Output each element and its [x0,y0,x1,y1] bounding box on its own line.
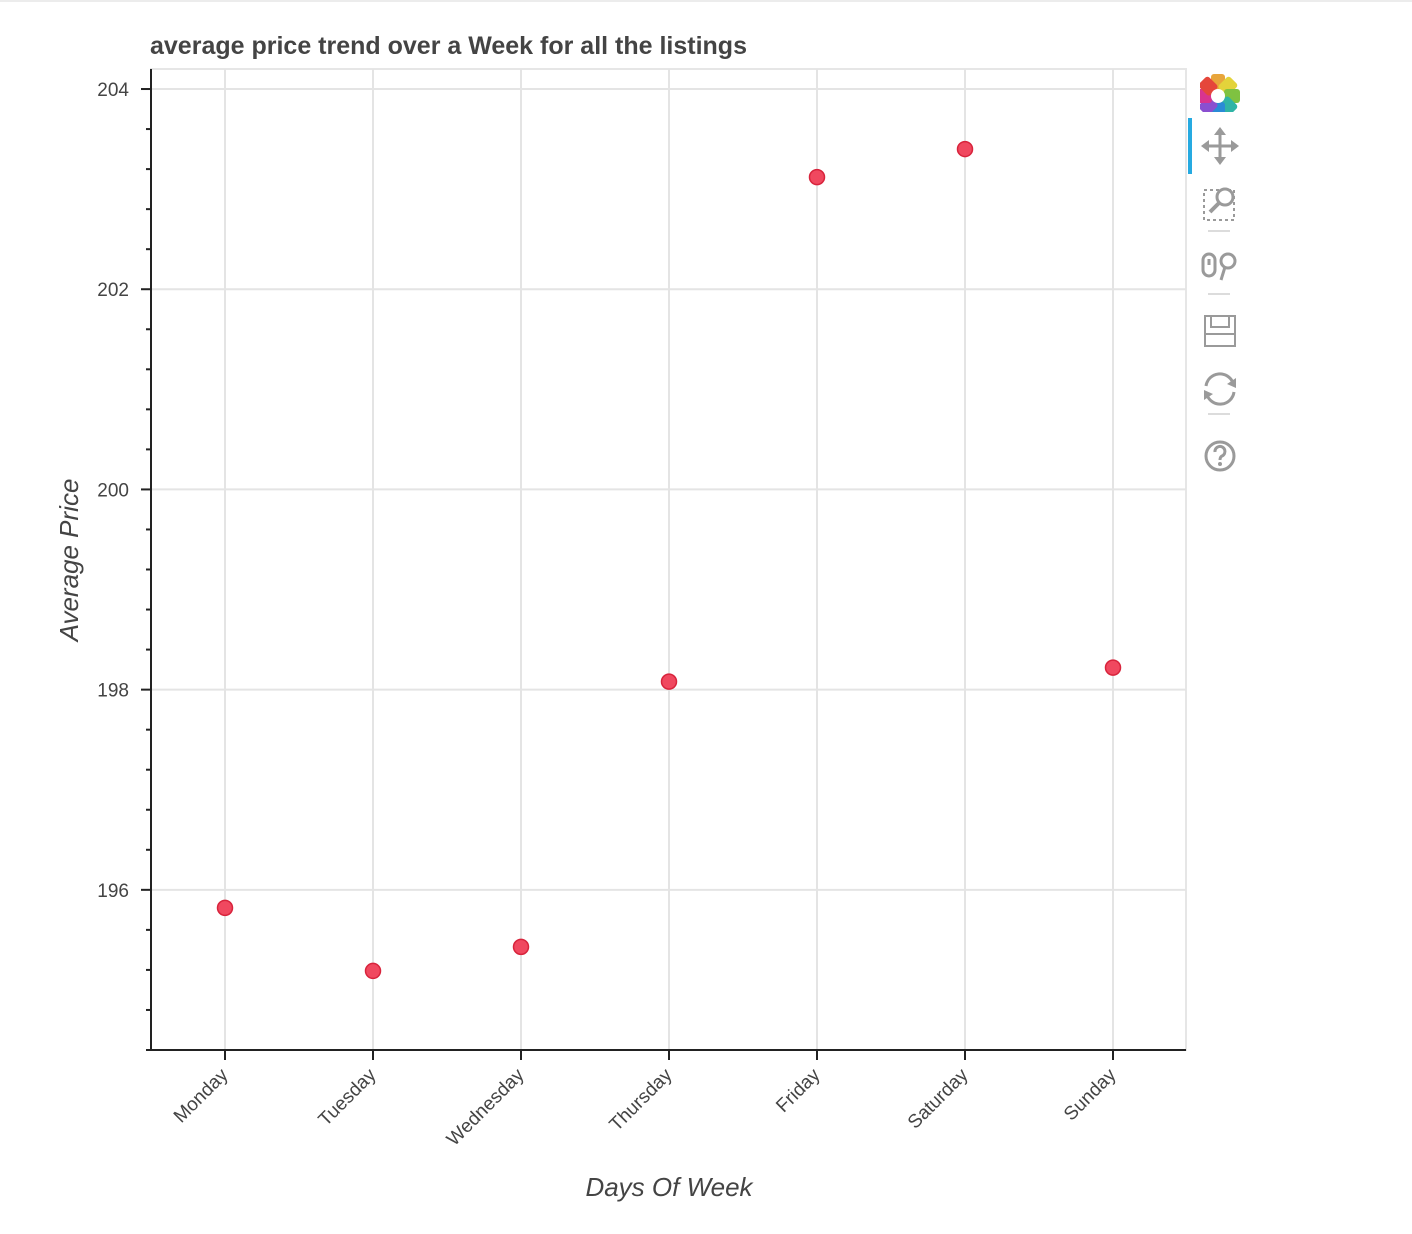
x-tick-label: Thursday [606,1064,677,1135]
wheel-zoom-tool-button[interactable] [1188,240,1252,292]
help-tool-button[interactable] [1188,424,1252,476]
y-axis-label: Average Price [54,479,84,644]
data-point-thursday[interactable] [660,673,678,690]
top-border [0,0,1412,2]
wheel-zoom-icon [1201,252,1237,281]
toolbar-divider [1208,293,1230,295]
data-point-saturday[interactable] [956,140,974,158]
data-point-sunday[interactable] [1104,659,1122,676]
x-axis-label: Days Of Week [585,1172,754,1202]
save-tool-button[interactable] [1188,304,1252,356]
x-tick-label: Monday [170,1064,233,1127]
help-icon [1204,440,1236,472]
grid [150,68,1187,1051]
toolbar-divider [1208,230,1230,232]
save-icon [1204,315,1236,347]
box-zoom-icon [1203,187,1235,221]
y-tick-label: 200 [97,480,129,501]
data-point-wednesday[interactable] [512,938,530,956]
x-tick-label: Saturday [904,1064,973,1133]
data-point-monday[interactable] [216,899,234,917]
bokeh-logo-icon[interactable] [1188,62,1252,114]
pan-icon [1201,127,1239,165]
x-tick-label: Tuesday [315,1064,381,1130]
reset-tool-button[interactable] [1188,360,1252,412]
y-tick-label: 198 [97,681,129,702]
toolbar-divider [1208,413,1230,415]
data-point-tuesday[interactable] [364,962,382,980]
box-zoom-tool-button[interactable] [1188,176,1252,228]
y-tick-label: 196 [97,881,129,902]
chart-title: average price trend over a Week for all … [150,32,747,60]
x-tick-label: Friday [772,1064,825,1117]
x-tick-label: Sunday [1060,1064,1121,1125]
reset-icon [1204,372,1236,406]
toolbar [1188,62,1252,482]
y-tick-label: 204 [97,80,129,101]
x-tick-label: Wednesday [443,1064,529,1150]
pan-tool-button[interactable] [1188,118,1252,174]
axes: 196 198 200 202 204 Monday Tuesday Wednesday Thu… [97,69,1186,1150]
data-points [216,140,1122,980]
y-tick-label: 202 [97,280,129,301]
data-point-friday[interactable] [808,168,826,186]
